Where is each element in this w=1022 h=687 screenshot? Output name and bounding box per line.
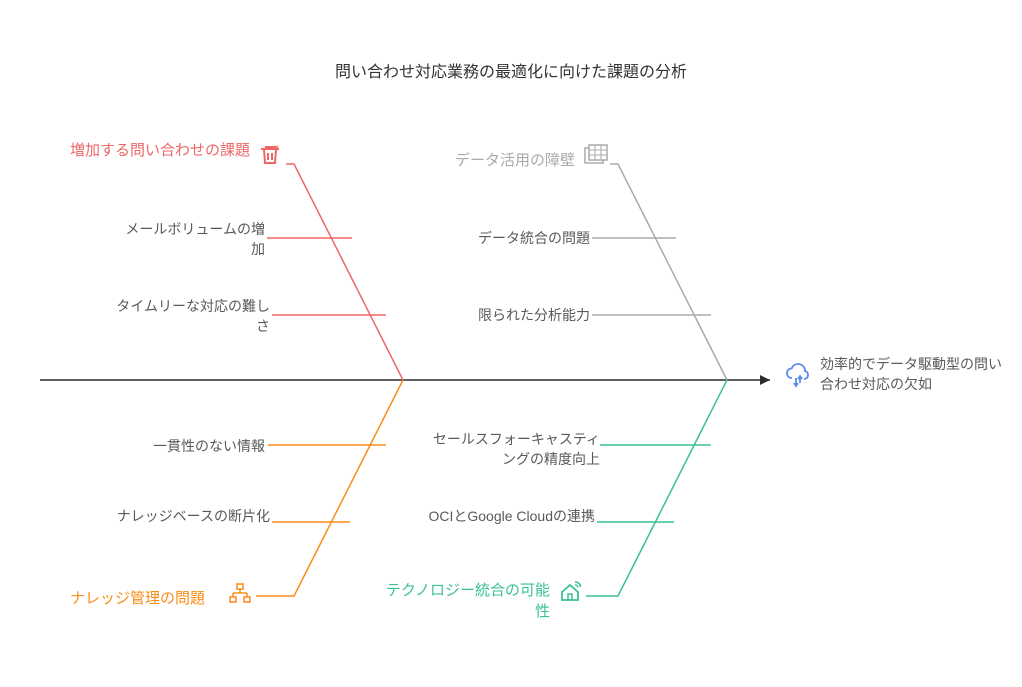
cause-1-0: データ統合の問題 — [440, 229, 590, 249]
cause-0-0: メールボリュームの増加 — [115, 220, 265, 259]
grid-icon — [585, 145, 607, 163]
bone-red — [286, 164, 403, 380]
head-label: 効率的でデータ駆動型の問い合わせ対応の欠如 — [820, 355, 1010, 394]
hierarchy-icon — [230, 584, 250, 602]
bone-orange — [256, 380, 403, 596]
bone-green — [586, 380, 727, 596]
category-label-0: 増加する問い合わせの課題 — [70, 140, 250, 161]
category-label-2: ナレッジ管理の問題 — [70, 588, 220, 609]
cause-0-1: タイムリーな対応の難しさ — [110, 297, 270, 336]
trash-icon — [261, 146, 279, 163]
house-wifi-icon — [562, 582, 581, 600]
cause-2-0: 一貫性のない情報 — [130, 437, 265, 457]
bone-gray — [610, 164, 727, 380]
cause-3-0: セールスフォーキャスティングの精度向上 — [420, 430, 600, 469]
cloud-sync-icon — [787, 364, 808, 386]
category-label-3: テクノロジー統合の可能性 — [380, 580, 550, 622]
cause-1-1: 限られた分析能力 — [440, 306, 590, 326]
category-label-1: データ活用の障壁 — [425, 150, 575, 171]
cause-3-1: OCIとGoogle Cloudの連携 — [410, 507, 595, 527]
cause-2-1: ナレッジベースの断片化 — [110, 507, 270, 527]
